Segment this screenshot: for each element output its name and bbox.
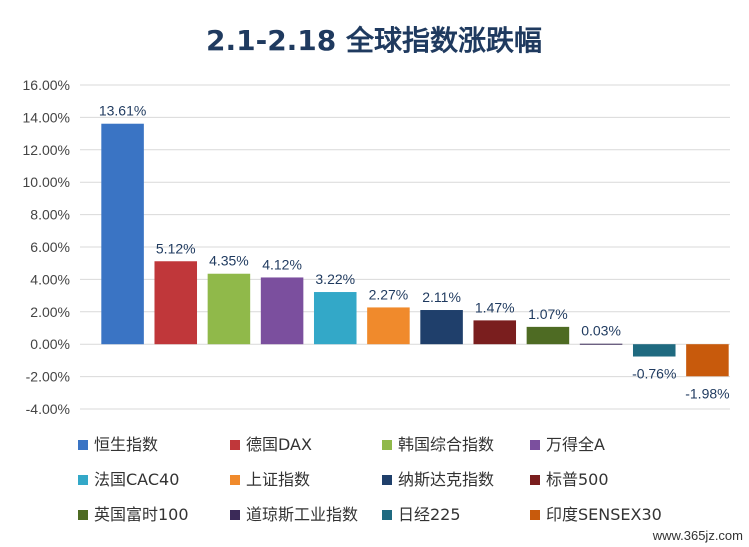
legend-swatch bbox=[230, 510, 240, 520]
legend-label: 德国DAX bbox=[246, 435, 312, 454]
y-tick-label: 6.00% bbox=[30, 239, 70, 255]
y-axis: 16.00% 14.00% 12.00% 10.00% 8.00% 6.00% 4.00% 2… bbox=[23, 77, 70, 417]
legend-label: 标普500 bbox=[546, 470, 609, 489]
legend-swatch bbox=[382, 475, 392, 485]
bar bbox=[367, 307, 410, 345]
y-tick-label: 0.00% bbox=[30, 336, 70, 352]
legend-label: 上证指数 bbox=[246, 470, 310, 489]
legend-swatch bbox=[230, 475, 240, 485]
legend-label: 日经225 bbox=[398, 505, 461, 524]
data-label: 5.12% bbox=[156, 240, 196, 256]
watermark: www.365jz.com bbox=[652, 528, 743, 543]
data-label: 4.12% bbox=[262, 256, 302, 272]
data-label: 3.22% bbox=[315, 271, 355, 287]
bar bbox=[473, 320, 517, 345]
y-tick-label: 14.00% bbox=[23, 109, 70, 125]
y-tick-label: 12.00% bbox=[23, 142, 70, 158]
legend-label: 恒生指数 bbox=[94, 435, 158, 454]
legend-swatch bbox=[230, 440, 240, 450]
y-tick-label: 2.00% bbox=[30, 304, 70, 320]
data-label: 4.35% bbox=[209, 253, 249, 269]
legend-label: 韩国综合指数 bbox=[398, 435, 494, 454]
legend-label: 印度SENSEX30 bbox=[546, 505, 662, 524]
bar bbox=[260, 277, 304, 345]
data-label: 2.27% bbox=[369, 286, 409, 302]
y-tick-label: 10.00% bbox=[23, 174, 70, 190]
legend-label: 纳斯达克指数 bbox=[398, 470, 494, 489]
bars bbox=[101, 123, 729, 377]
bar bbox=[579, 343, 623, 345]
legend-swatch bbox=[78, 440, 88, 450]
bar bbox=[313, 292, 357, 345]
y-tick-label: -2.00% bbox=[26, 369, 70, 385]
bar bbox=[101, 123, 144, 345]
legend-label: 道琼斯工业指数 bbox=[246, 505, 358, 524]
y-tick-label: -4.00% bbox=[26, 401, 70, 417]
bar bbox=[632, 344, 676, 357]
legend-label: 万得全A bbox=[546, 435, 605, 454]
bar bbox=[420, 310, 463, 345]
legend-swatch bbox=[382, 440, 392, 450]
legend-swatch bbox=[530, 475, 540, 485]
bar bbox=[154, 261, 198, 345]
legend: 恒生指数 德国DAX 韩国综合指数 万得全A 法国CAC40 上证指数 纳斯达克指数 标普50… bbox=[78, 435, 662, 524]
data-label: -1.98% bbox=[685, 385, 729, 401]
data-label: 2.11% bbox=[422, 289, 461, 305]
legend-swatch bbox=[530, 510, 540, 520]
legend-swatch bbox=[530, 440, 540, 450]
y-tick-label: 16.00% bbox=[23, 77, 70, 93]
data-label: 1.07% bbox=[528, 306, 568, 322]
chart-title: 2.1-2.18 全球指数涨跌幅 bbox=[206, 24, 542, 57]
bar bbox=[686, 344, 729, 377]
legend-swatch bbox=[78, 475, 88, 485]
y-tick-label: 8.00% bbox=[30, 207, 70, 223]
bar bbox=[526, 326, 570, 345]
data-label: 0.03% bbox=[581, 323, 621, 339]
y-tick-label: 4.00% bbox=[30, 271, 70, 287]
data-label: 13.61% bbox=[99, 103, 146, 119]
legend-label: 法国CAC40 bbox=[94, 470, 179, 489]
legend-swatch bbox=[78, 510, 88, 520]
data-label: -0.76% bbox=[632, 366, 676, 382]
data-labels: 13.61% 5.12% 4.35% 4.12% 3.22% 2.27% 2.11% 1.47… bbox=[99, 103, 730, 402]
legend-label: 英国富时100 bbox=[94, 505, 189, 524]
legend-swatch bbox=[382, 510, 392, 520]
data-label: 1.47% bbox=[475, 299, 515, 315]
bar bbox=[207, 273, 251, 345]
